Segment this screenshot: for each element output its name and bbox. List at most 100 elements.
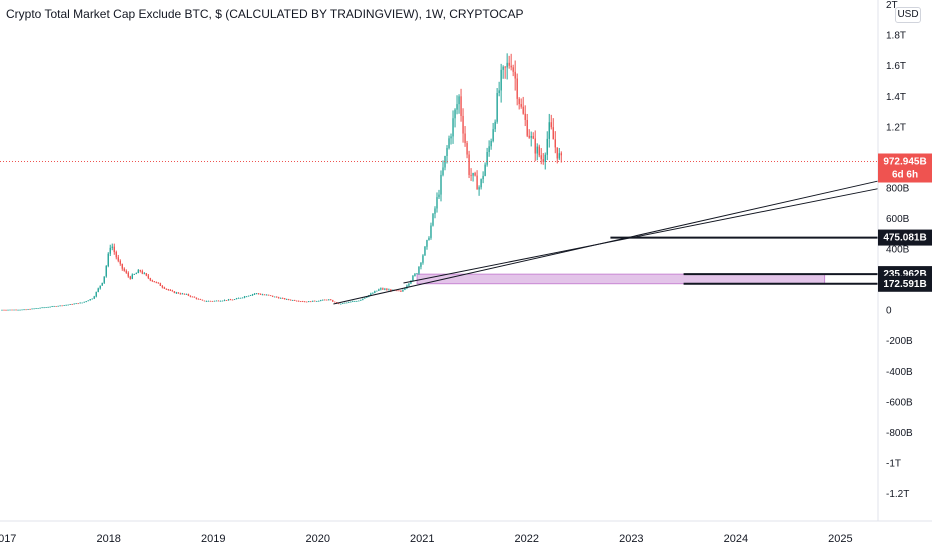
candles-layer <box>1 53 562 311</box>
chart-title: Crypto Total Market Cap Exclude BTC, $ (… <box>6 7 524 21</box>
candle-body <box>135 273 138 275</box>
price-badge <box>878 275 932 292</box>
candle-body <box>398 290 400 292</box>
candle-body <box>235 298 238 300</box>
candle-body <box>87 300 89 302</box>
x-tick-label: 2018 <box>96 533 120 545</box>
price-badge-label: 475.081B <box>883 233 926 244</box>
candle-body <box>171 290 174 292</box>
candle-body <box>91 298 93 300</box>
candle-body <box>404 288 406 290</box>
candle-body <box>396 290 398 292</box>
x-tick-label: 2025 <box>828 533 852 545</box>
candle-body <box>514 71 516 79</box>
candle-body <box>318 300 320 302</box>
y-tick-label: -600B <box>886 397 913 408</box>
candle-body <box>295 300 298 302</box>
candle-body <box>526 119 528 136</box>
price-badge <box>878 229 932 246</box>
candle-body <box>57 305 59 307</box>
candle-body <box>181 293 184 295</box>
candle-body <box>83 301 85 303</box>
candle-body <box>498 90 500 94</box>
candle-body <box>358 300 360 302</box>
candle-body <box>552 127 554 140</box>
candle-body <box>506 62 508 68</box>
candle-body <box>334 301 336 303</box>
candle-body <box>480 179 482 188</box>
candle-body <box>229 299 232 301</box>
candle-body <box>71 304 73 305</box>
candle-body <box>51 306 53 308</box>
candle-body <box>390 289 392 292</box>
candle-body <box>241 297 244 299</box>
candle-body <box>414 273 416 276</box>
candle-body <box>203 300 206 302</box>
candle-body <box>215 300 218 302</box>
candle-body <box>446 148 448 156</box>
candle-body <box>484 164 486 176</box>
candle-body <box>530 136 532 138</box>
candle-body <box>19 309 21 311</box>
candle-body <box>147 275 150 279</box>
y-tick-label: 1.2T <box>886 122 906 133</box>
x-tick-label: 2022 <box>515 533 539 545</box>
candle-body <box>267 294 270 296</box>
candle-body <box>101 282 103 286</box>
y-tick-label: -1.2T <box>886 489 909 500</box>
candle-body <box>518 98 520 105</box>
candle-body <box>39 307 41 309</box>
candle-body <box>63 305 65 306</box>
candle-body <box>430 225 432 238</box>
candle-body <box>380 288 382 290</box>
candle-body <box>195 297 198 299</box>
candle-body <box>163 287 166 289</box>
candle-body <box>388 289 390 291</box>
candle-body <box>259 293 262 295</box>
x-axis[interactable]: 2017 2018 2019 2020 2021 2022 2023 2024 2025 <box>0 533 853 545</box>
candle-body <box>269 295 272 297</box>
candle-body <box>137 270 140 274</box>
candle-body <box>117 257 119 261</box>
candle-body <box>352 301 354 303</box>
candle-body <box>450 136 452 139</box>
candle-body <box>412 275 414 281</box>
candle-body <box>271 295 274 297</box>
candle-body <box>7 309 9 311</box>
candle-body <box>550 122 552 128</box>
candle-body <box>410 280 412 284</box>
y-axis[interactable]: 2T 1.8T 1.6T 1.4T 1.2T 800B 600B 400B 0 -200B -400… <box>886 0 913 500</box>
y-tick-label: 800B <box>886 183 910 194</box>
price-badge-label: 235.962B <box>883 269 926 280</box>
candle-body <box>21 309 23 311</box>
candle-body <box>153 281 156 283</box>
candle-body <box>366 296 368 298</box>
candle-body <box>546 138 548 155</box>
candle-body <box>127 272 129 277</box>
price-badge <box>878 153 932 183</box>
candle-body <box>175 292 178 294</box>
candle-body <box>558 153 560 159</box>
candle-body <box>418 266 420 274</box>
candle-body <box>161 285 164 288</box>
y-tick-label: -1T <box>886 458 901 469</box>
range-zone <box>416 273 826 285</box>
candle-body <box>59 305 61 307</box>
y-tick-label: -800B <box>886 428 913 439</box>
candle-body <box>237 297 240 299</box>
range-zone-layer <box>416 273 826 285</box>
candle-body <box>490 140 492 147</box>
currency-button[interactable]: USD <box>895 7 921 23</box>
candle-body <box>502 66 504 70</box>
candle-body <box>143 273 146 275</box>
candle-body <box>316 301 318 302</box>
candle-body <box>322 299 324 301</box>
candle-body <box>145 273 148 276</box>
candle-body <box>77 303 79 305</box>
candle-body <box>293 300 296 301</box>
candle-body <box>263 294 266 296</box>
candle-body <box>69 304 71 305</box>
candle-body <box>536 146 538 154</box>
candle-body <box>239 297 242 299</box>
